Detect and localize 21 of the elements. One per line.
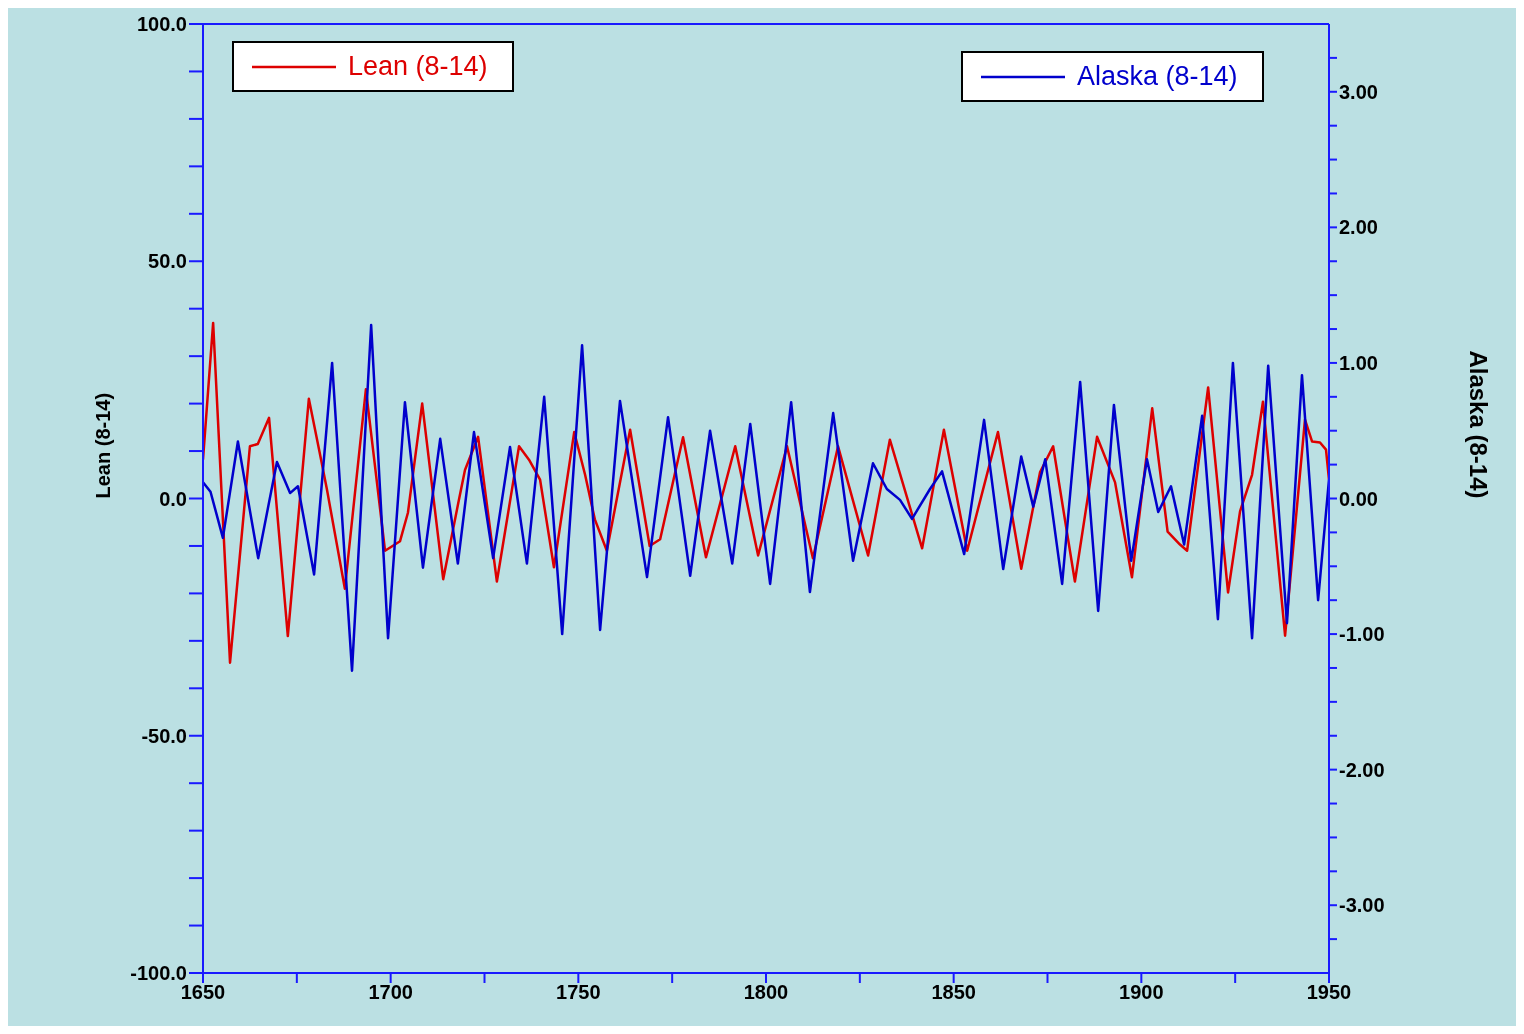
legend-label: Lean (8-14) [348,51,488,82]
y2-tick-label: -2.00 [1339,758,1385,781]
y-axis-title: Lean (8-14) [92,392,115,499]
x-tick-label: 1800 [743,981,789,1004]
y-tick-label: 100.0 [136,13,187,36]
y-tick-label: 50.0 [148,250,187,273]
y2-tick-label: 0.00 [1339,487,1378,510]
x-tick-label: 1900 [1119,981,1164,1004]
y2-tick-label: 2.00 [1339,216,1378,239]
y-tick-label: 0.0 [159,487,187,510]
y2-tick-label: 1.00 [1339,352,1378,375]
x-tick-label: 1850 [931,981,976,1004]
y-tick-label: -50.0 [141,724,187,747]
x-tick-label: 1750 [556,981,601,1004]
x-tick-label: 1700 [368,981,413,1004]
x-tick-label: 1950 [1306,981,1352,1004]
y2-tick-label: 3.00 [1339,80,1378,103]
y2-axis-title: Alaska (8-14) [1465,350,1493,499]
y2-tick-label: -3.00 [1339,894,1385,917]
legend-label: Alaska (8-14) [1077,61,1238,92]
y2-tick-label: -1.00 [1339,623,1385,646]
